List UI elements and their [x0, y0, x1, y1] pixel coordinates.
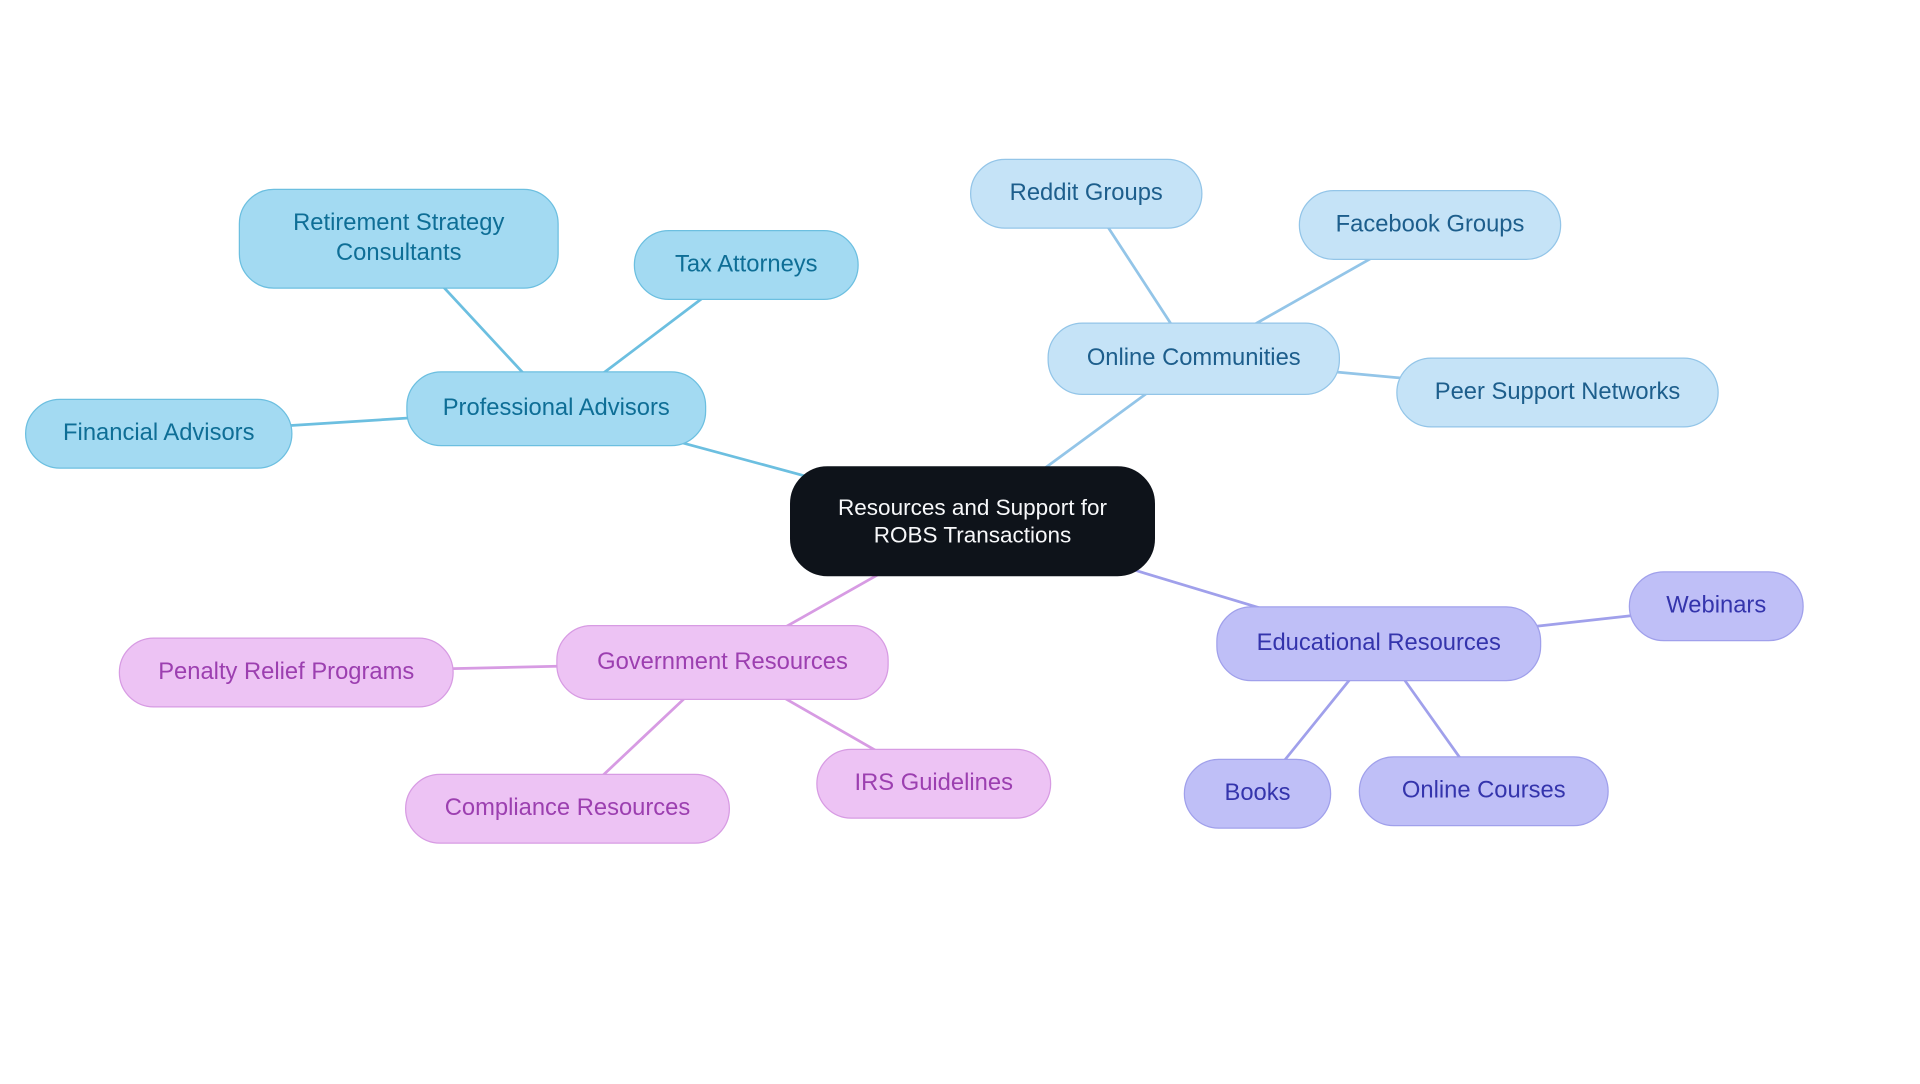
node-courses-label: Online Courses [1402, 776, 1566, 806]
edge [1331, 371, 1410, 378]
edge [1109, 228, 1171, 323]
node-edu: Educational Resources [1216, 606, 1541, 681]
node-fb-label: Facebook Groups [1336, 210, 1525, 240]
edge [289, 418, 411, 426]
edge [1405, 681, 1459, 757]
edge [783, 697, 879, 752]
node-gov: Government Resources [556, 625, 889, 700]
node-books-label: Books [1224, 779, 1290, 809]
node-online-label: Online Communities [1087, 344, 1301, 374]
edge [443, 287, 522, 372]
node-gov-label: Government Resources [597, 648, 848, 678]
node-taxatty: Tax Attorneys [634, 230, 859, 300]
node-courses: Online Courses [1359, 756, 1609, 826]
node-peer: Peer Support Networks [1396, 358, 1719, 428]
node-central-label: Resources and Support forROBS Transactio… [838, 493, 1107, 549]
node-penalty: Penalty Relief Programs [119, 638, 454, 708]
edge [453, 666, 557, 668]
node-fb: Facebook Groups [1299, 190, 1562, 260]
node-reddit: Reddit Groups [970, 159, 1203, 229]
node-compliance: Compliance Resources [405, 774, 730, 844]
node-finadv-label: Financial Advisors [63, 419, 254, 449]
node-irs-label: IRS Guidelines [855, 769, 1013, 799]
edge [1042, 393, 1147, 470]
node-retire: Retirement StrategyConsultants [239, 189, 559, 289]
node-prof: Professional Advisors [406, 371, 706, 446]
edge [604, 699, 684, 775]
node-peer-label: Peer Support Networks [1435, 378, 1681, 408]
node-finadv: Financial Advisors [25, 399, 293, 469]
node-taxatty-label: Tax Attorneys [675, 250, 818, 280]
edge [1525, 616, 1632, 628]
node-webinar-label: Webinars [1666, 591, 1766, 621]
edge [1252, 257, 1374, 326]
edge [784, 570, 886, 628]
edge [603, 297, 703, 373]
node-penalty-label: Penalty Relief Programs [158, 658, 414, 688]
node-books: Books [1184, 759, 1332, 829]
node-compliance-label: Compliance Resources [445, 794, 691, 824]
edge [1284, 681, 1349, 761]
node-reddit-label: Reddit Groups [1010, 179, 1163, 209]
node-edu-label: Educational Resources [1257, 629, 1501, 659]
node-prof-label: Professional Advisors [443, 394, 670, 424]
node-irs: IRS Guidelines [816, 749, 1051, 819]
node-online: Online Communities [1048, 323, 1341, 396]
node-central: Resources and Support forROBS Transactio… [790, 466, 1155, 576]
node-webinar: Webinars [1629, 571, 1804, 641]
node-retire-label: Retirement StrategyConsultants [293, 209, 504, 268]
